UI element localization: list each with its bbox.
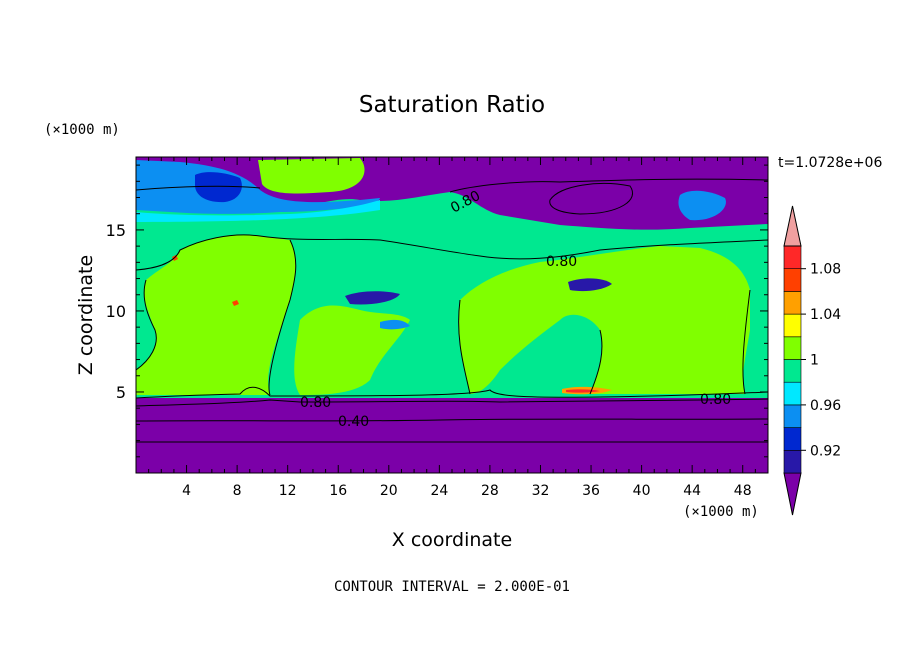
contour-interval-label: CONTOUR INTERVAL = 2.000E-01 bbox=[334, 579, 570, 595]
y-axis: 5 10 15 bbox=[106, 164, 768, 458]
colorbar: 0.92 0.96 1 1.04 1.08 bbox=[783, 205, 841, 516]
colorbar-swatch bbox=[783, 336, 802, 360]
upper-cyan-strip bbox=[136, 200, 380, 222]
red-speck-upper bbox=[172, 255, 178, 261]
y-tick-label: 10 bbox=[106, 302, 126, 321]
upper-blue-streak bbox=[136, 160, 380, 214]
x-tick-label: 12 bbox=[279, 483, 297, 499]
contour-line bbox=[136, 418, 768, 422]
x-tick-label: 8 bbox=[233, 483, 242, 499]
green-region-right bbox=[458, 246, 750, 394]
colorbar-label: 1.08 bbox=[810, 262, 841, 278]
contour-label: 0.80 bbox=[300, 395, 331, 411]
upper-right-patch bbox=[678, 190, 726, 221]
colorbar-label: 0.92 bbox=[810, 443, 841, 459]
time-label: t=1.0728e+06 bbox=[778, 155, 882, 171]
colorbar-swatch bbox=[783, 427, 802, 451]
y-unit-label: (×1000 m) bbox=[44, 122, 120, 138]
contour-labels: 0.80 0.80 0.80 0.80 0.40 bbox=[300, 188, 731, 430]
colorbar-swatch bbox=[783, 381, 802, 406]
colorbar-swatch bbox=[783, 449, 802, 474]
colorbar-swatch bbox=[783, 404, 802, 428]
x-tick-label: 28 bbox=[481, 483, 499, 499]
x-tick-label: 44 bbox=[683, 483, 701, 499]
mid-cyan-pocket bbox=[380, 319, 410, 330]
x-tick-label: 24 bbox=[430, 483, 448, 499]
x-tick-label: 4 bbox=[182, 483, 191, 499]
contour-field bbox=[136, 157, 768, 473]
contour-lines bbox=[136, 178, 768, 443]
colorbar-swatch bbox=[783, 291, 802, 315]
contour-line bbox=[136, 185, 261, 191]
upper-blue-core bbox=[195, 172, 242, 203]
y-axis-label: Z coordinate bbox=[75, 255, 97, 375]
contour-line bbox=[136, 386, 768, 399]
contour-label: 0.40 bbox=[338, 414, 369, 430]
x-tick-label: 36 bbox=[582, 483, 600, 499]
colorbar-label: 1.04 bbox=[810, 307, 841, 323]
colorbar-label: 1 bbox=[810, 353, 819, 369]
x-axis-label: X coordinate bbox=[392, 529, 512, 551]
mid-blue-pocket-1 bbox=[345, 291, 400, 305]
colorbar-swatch bbox=[783, 359, 802, 383]
contour-line bbox=[742, 289, 751, 395]
x-tick-label: 32 bbox=[532, 483, 550, 499]
colorbar-swatch bbox=[783, 245, 802, 270]
chart-title: Saturation Ratio bbox=[359, 92, 545, 118]
colorbar-swatch bbox=[783, 313, 802, 338]
contour-line bbox=[268, 239, 297, 396]
x-tick-label: 40 bbox=[633, 483, 651, 499]
x-axis: 4 8 12 16 20 24 28 32 36 40 44 48 bbox=[148, 157, 756, 499]
contour-line bbox=[449, 178, 768, 193]
colorbar-extend-low bbox=[783, 472, 802, 516]
x-tick-label: 48 bbox=[734, 483, 752, 499]
contour-line bbox=[136, 279, 157, 371]
colorbar-extend-high bbox=[783, 205, 802, 247]
x-unit-label: (×1000 m) bbox=[683, 504, 759, 520]
contour-label: 0.80 bbox=[546, 254, 577, 270]
colorbar-label: 0.96 bbox=[810, 398, 841, 414]
contour-label: 0.80 bbox=[700, 392, 731, 408]
x-tick-label: 20 bbox=[380, 483, 398, 499]
upper-green-patch bbox=[258, 158, 365, 194]
contour-line bbox=[136, 234, 768, 271]
colorbar-swatch bbox=[783, 268, 802, 292]
y-tick-label: 5 bbox=[116, 383, 126, 402]
green-region-left bbox=[136, 234, 296, 395]
x-tick-label: 16 bbox=[329, 483, 347, 499]
contour-line bbox=[136, 398, 768, 407]
y-tick-label: 15 bbox=[106, 221, 126, 240]
red-speck-left bbox=[232, 300, 239, 306]
contour-line bbox=[458, 299, 471, 395]
contour-line bbox=[589, 329, 603, 395]
contour-line bbox=[549, 183, 633, 215]
mid-blue-pocket-2 bbox=[568, 278, 612, 292]
